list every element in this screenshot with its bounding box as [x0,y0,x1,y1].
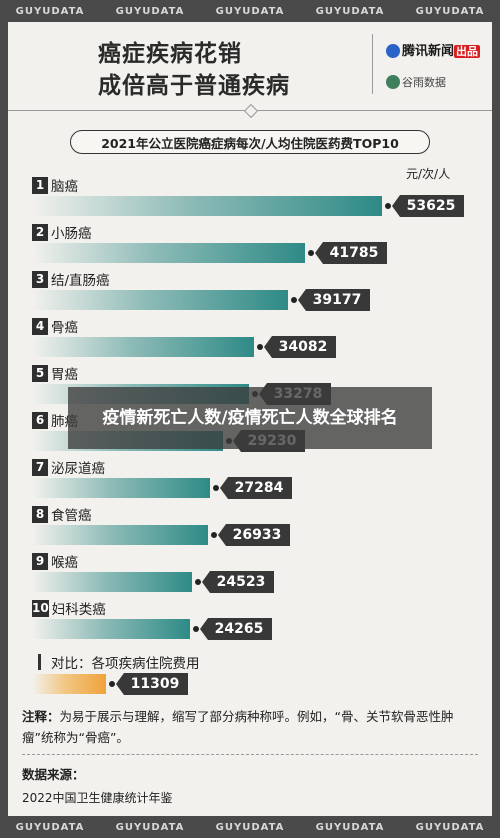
rank-badge: 5 [32,364,48,382]
strip-text: GUYUDATA [15,5,85,17]
bar-category-label: 4 骨癌 [32,317,78,336]
overlay-caption: 疫情新死亡人数/疫情死亡人数全球排名 [68,387,432,449]
bar-end-dot [291,297,297,303]
bottom-watermark-strip: GUYUDATA GUYUDATA GUYUDATA GUYUDATA GUYU… [0,816,500,838]
diamond-ornament [243,103,259,119]
rank-badge: 4 [32,317,48,335]
bar-category-label: 10 妇科类癌 [32,599,106,618]
category-text: 胃癌 [51,367,78,383]
tencent-logo-icon [386,44,400,58]
comparison-value-label: 11309 [116,673,188,695]
bar [32,572,192,592]
bar [32,243,305,263]
strip-text: GUYUDATA [115,5,185,17]
comparison-marker [38,654,41,670]
rank-badge: 8 [32,505,48,523]
top-watermark-strip: GUYUDATA GUYUDATA GUYUDATA GUYUDATA GUYU… [0,0,500,22]
header-divider [372,34,373,94]
note-text: 为易于展示与理解，缩写了部分病种称呼。例如，“骨、关节软骨恶性肿瘤”统称为“骨癌… [22,709,454,745]
bar [32,478,210,498]
category-text: 小肠癌 [51,226,92,242]
strip-text: GUYUDATA [315,821,385,833]
bar [32,337,254,357]
comparison-dot [109,681,115,687]
bar-value-label: 27284 [220,477,292,499]
brand-name: 腾讯新闻 [402,44,455,59]
source-text: 2022中国卫生健康统计年鉴 [22,791,173,805]
bar [32,619,190,639]
strip-text: GUYUDATA [415,5,485,17]
bar-end-dot [193,626,199,632]
bar-value-label: 39177 [298,289,370,311]
page-title-line-2: 成倍高于普通疾病 [98,73,290,99]
rank-badge: 9 [32,552,48,570]
strip-text: GUYUDATA [15,821,85,833]
bar-value-label: 41785 [315,242,387,264]
bar-end-dot [195,579,201,585]
bar-category-label: 3 结/直肠癌 [32,270,110,289]
category-text: 妇科类癌 [51,602,106,618]
bar-category-label: 8 食管癌 [32,505,92,524]
bar-value-label: 34082 [264,336,336,358]
bar-category-label: 1 脑癌 [32,176,78,195]
bar-value-label: 24523 [202,571,274,593]
category-text: 泌尿道癌 [51,461,105,477]
category-text: 食管癌 [51,508,92,524]
rank-badge: 1 [32,176,48,194]
bar-end-dot [213,485,219,491]
header: 癌症疾病花销 成倍高于普通疾病 腾讯新闻 出品 谷雨数据 [8,22,492,102]
bar-category-label: 2 小肠癌 [32,223,92,242]
guyu-logo-icon [386,75,400,89]
comparison-label: 对比：各项疾病住院费用 [38,652,200,672]
note: 注释：为易于展示与理解，缩写了部分病种称呼。例如，“骨、关节软骨恶性肿瘤”统称为… [22,706,478,748]
category-text: 喉癌 [51,555,78,571]
rank-badge: 6 [32,411,48,429]
chart-unit: 元/次/人 [406,167,451,181]
bar-value-label: 53625 [392,195,464,217]
category-text: 结/直肠癌 [51,273,110,289]
bar-end-dot [211,532,217,538]
comparison-text: 对比：各项疾病住院费用 [51,656,200,672]
bar-category-label: 9 喉癌 [32,552,78,571]
strip-text: GUYUDATA [115,821,185,833]
bar-category-label: 7 泌尿道癌 [32,458,105,477]
rank-badge: 10 [32,599,49,617]
brand-badge: 出品 [454,45,481,58]
rank-badge: 7 [32,458,48,476]
category-text: 骨癌 [51,320,78,336]
bar [32,525,208,545]
category-text: 脑癌 [51,179,78,195]
strip-text: GUYUDATA [215,5,285,17]
dashed-divider [22,754,478,756]
bar-value-label: 26933 [218,524,290,546]
rank-badge: 2 [32,223,48,241]
bar-end-dot [385,203,391,209]
page-title-line-1: 癌症疾病花销 [98,41,242,67]
bar-category-label: 5 胃癌 [32,364,78,383]
guyu-data-logo: 谷雨数据 [386,74,446,90]
bar [32,196,382,216]
bar [32,290,288,310]
comparison-bar [32,674,106,694]
rank-badge: 3 [32,270,48,288]
bar-end-dot [308,250,314,256]
strip-text: GUYUDATA [215,821,285,833]
tencent-news-logo: 腾讯新闻 出品 [386,40,481,59]
brand-name: 谷雨数据 [402,76,446,89]
bar-value-label: 24265 [200,618,272,640]
chart-title: 2021年公立医院癌症病每次/人均住院医药费TOP10 [70,130,430,154]
note-label: 注释： [22,709,60,724]
strip-text: GUYUDATA [415,821,485,833]
source-title: 数据来源： [22,767,85,782]
strip-text: GUYUDATA [315,5,385,17]
bar-end-dot [257,344,263,350]
